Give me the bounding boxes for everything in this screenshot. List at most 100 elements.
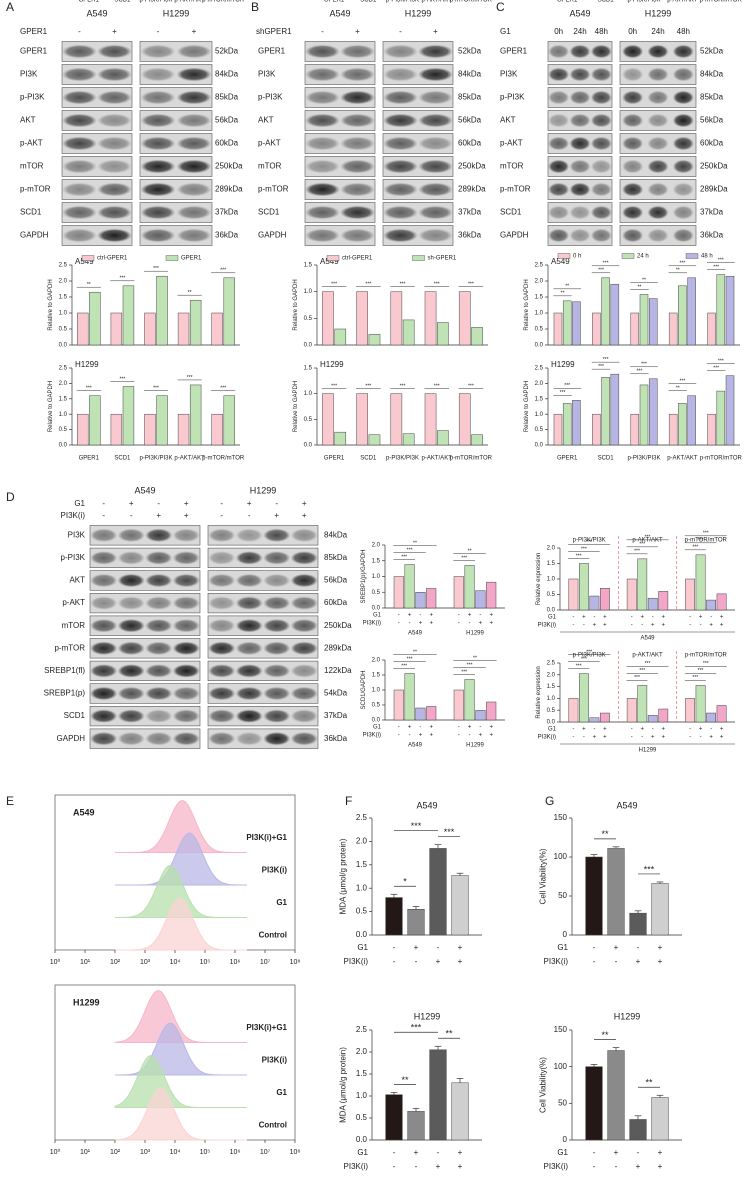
condition-sign: - xyxy=(393,1148,396,1157)
blot-kda-label: 52kDa xyxy=(458,47,482,56)
treatment-sign: - xyxy=(157,499,160,508)
category-label: SCD1 xyxy=(598,0,615,4)
blot-band xyxy=(383,228,418,243)
treatment-label: G1 xyxy=(74,499,85,508)
blot-kda-label: 85kDa xyxy=(324,553,348,562)
blot-band xyxy=(383,113,418,128)
blot-band xyxy=(97,182,132,197)
blot-band xyxy=(145,573,173,588)
condition-label: G1 xyxy=(357,1148,368,1157)
condition-sign: + xyxy=(658,957,663,966)
blot-band xyxy=(569,136,591,151)
inset-title: A549 xyxy=(320,257,339,266)
condition-sign: + xyxy=(603,727,607,733)
blot-band xyxy=(647,136,669,151)
significance-label: *** xyxy=(411,821,422,831)
blot-band xyxy=(97,159,132,174)
significance-label: *** xyxy=(679,261,685,267)
y-axis-label: MDA (μmol/g protein) xyxy=(338,838,347,914)
condition-sign: - xyxy=(641,623,643,629)
significance-label: *** xyxy=(692,675,698,681)
bar xyxy=(607,1050,625,1141)
treatment-sign: + xyxy=(274,511,279,520)
blot-band xyxy=(548,90,570,105)
bar xyxy=(629,912,647,936)
treatment-sign: + xyxy=(302,499,307,508)
bar xyxy=(716,390,726,446)
blot-kda-label: 60kDa xyxy=(700,139,724,148)
significance-label: *** xyxy=(331,281,337,287)
bar xyxy=(706,599,716,611)
blot-band xyxy=(176,228,212,243)
blot-band xyxy=(305,113,340,128)
flow-tick-label: 10⁴ xyxy=(170,1149,181,1156)
bar xyxy=(685,578,695,611)
bar xyxy=(600,712,610,723)
y-tick-label: 2.5 xyxy=(547,661,556,667)
condition-sign: + xyxy=(408,725,412,731)
significance-label: *** xyxy=(576,553,582,559)
legend-label: GPER1 xyxy=(181,256,202,262)
blot-band xyxy=(569,228,591,243)
bar xyxy=(368,434,381,446)
legend-swatch xyxy=(165,255,179,261)
blot-band xyxy=(62,136,97,151)
condition-sign: - xyxy=(593,1162,596,1171)
significance-label: ** xyxy=(601,829,609,839)
significance-label: ** xyxy=(601,1030,609,1040)
condition-sign: + xyxy=(436,1162,441,1171)
condition-sign: - xyxy=(593,727,595,733)
y-tick-label: 1.5 xyxy=(304,263,313,269)
blot-band xyxy=(290,686,318,701)
blot-band xyxy=(647,228,669,243)
legend-label: sh-GPER1 xyxy=(428,256,457,262)
y-tick-label: 0.5 xyxy=(356,907,368,916)
blot-band xyxy=(208,731,236,746)
group-label: A549 xyxy=(640,636,655,642)
significance-label: *** xyxy=(703,661,709,667)
significance-label: ** xyxy=(87,282,91,288)
y-tick-label: 1.5 xyxy=(547,561,556,567)
blot-band xyxy=(117,551,145,565)
bar xyxy=(110,413,123,446)
condition-sign: - xyxy=(398,621,400,627)
blot-band xyxy=(62,205,97,220)
condition-sign: - xyxy=(593,615,595,621)
bar xyxy=(390,291,403,346)
blot-band xyxy=(97,90,132,105)
blot-row-label: GAPDH xyxy=(500,231,529,240)
bar xyxy=(458,393,471,446)
blot-kda-label: 36kDa xyxy=(700,231,724,240)
bar xyxy=(356,291,368,346)
y-axis-label: Cell Viability(%) xyxy=(538,848,547,904)
significance-label: ** xyxy=(645,1078,653,1088)
flow-tick-label: 10⁰ xyxy=(50,1148,61,1156)
significance-label: ** xyxy=(413,649,417,655)
blot-band xyxy=(305,182,340,197)
bar xyxy=(110,312,123,346)
condition-sign: - xyxy=(631,727,633,733)
y-tick-label: 0.0 xyxy=(372,606,381,612)
condition-sign: - xyxy=(615,1162,618,1171)
blot-row-label: GAPDH xyxy=(57,734,86,743)
flow-title: H1299 xyxy=(73,997,100,1007)
flow-tick-label: 10⁷ xyxy=(260,1149,271,1156)
y-tick-label: 1.5 xyxy=(372,558,381,564)
y-axis-label: Relative to GAPDH xyxy=(524,279,530,330)
legend-label: 0 h xyxy=(573,254,581,260)
inset-title: H1299 xyxy=(551,360,575,369)
y-tick-label: 0.5 xyxy=(372,590,381,596)
treatment-sign: - xyxy=(220,511,223,520)
blot-band xyxy=(569,182,591,197)
bar xyxy=(334,431,347,446)
condition-sign: - xyxy=(479,725,481,731)
condition-sign: + xyxy=(479,733,483,739)
significance-label: *** xyxy=(461,669,467,675)
chart-title: H1299 xyxy=(614,1011,641,1021)
blot-band xyxy=(117,596,145,610)
condition-sign: + xyxy=(593,623,597,629)
flow-tick-label: 10⁸ xyxy=(290,959,301,966)
bar xyxy=(486,581,497,609)
condition-sign: - xyxy=(637,1148,640,1157)
category-label: p-mTOR/mTOR xyxy=(685,538,728,544)
